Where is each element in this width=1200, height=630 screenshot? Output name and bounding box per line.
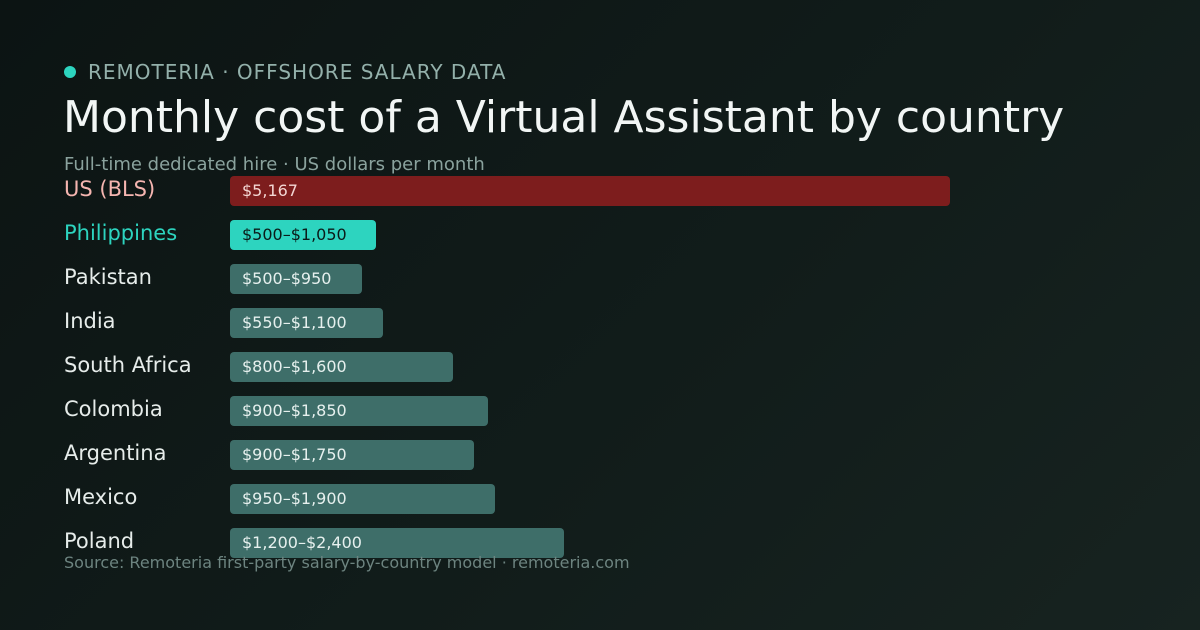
bar-us-bls: $5,167 bbox=[230, 176, 950, 206]
bar-mexico: $950–$1,900 bbox=[230, 484, 495, 514]
bar-value-label-south-africa: $800–$1,600 bbox=[242, 357, 347, 376]
bar-south-africa: $800–$1,600 bbox=[230, 352, 453, 382]
bar-value-label-poland: $1,200–$2,400 bbox=[242, 533, 362, 552]
row-label-colombia: Colombia bbox=[64, 397, 163, 421]
chart-title: Monthly cost of a Virtual Assistant by c… bbox=[63, 92, 1065, 143]
row-label-south-africa: South Africa bbox=[64, 353, 192, 377]
bar-value-label-mexico: $950–$1,900 bbox=[242, 489, 347, 508]
bar-value-label-pakistan: $500–$950 bbox=[242, 269, 332, 288]
brand-header: REMOTERIA · OFFSHORE SALARY DATA bbox=[64, 60, 506, 84]
bar-philippines: $500–$1,050 bbox=[230, 220, 377, 250]
row-label-mexico: Mexico bbox=[64, 485, 138, 509]
row-label-argentina: Argentina bbox=[64, 441, 167, 465]
source-note: Source: Remoteria first-party salary-by-… bbox=[64, 553, 630, 572]
row-label-us-bls: US (BLS) bbox=[64, 177, 156, 201]
bar-argentina: $900–$1,750 bbox=[230, 440, 474, 470]
row-label-pakistan: Pakistan bbox=[64, 265, 152, 289]
bar-pakistan: $500–$950 bbox=[230, 264, 363, 294]
bar-value-label-india: $550–$1,100 bbox=[242, 313, 347, 332]
row-label-poland: Poland bbox=[64, 529, 135, 553]
bar-poland: $1,200–$2,400 bbox=[230, 528, 565, 558]
bar-value-label-argentina: $900–$1,750 bbox=[242, 445, 347, 464]
bar-value-label-colombia: $900–$1,850 bbox=[242, 401, 347, 420]
bar-value-label-philippines: $500–$1,050 bbox=[242, 225, 347, 244]
row-label-india: India bbox=[64, 309, 116, 333]
row-label-philippines: Philippines bbox=[64, 221, 178, 245]
brand-dot-icon bbox=[64, 66, 76, 78]
bar-colombia: $900–$1,850 bbox=[230, 396, 488, 426]
bar-value-label-us-bls: $5,167 bbox=[242, 181, 298, 200]
brand-text: REMOTERIA · OFFSHORE SALARY DATA bbox=[88, 60, 507, 84]
chart-subtitle: Full-time dedicated hire · US dollars pe… bbox=[64, 154, 485, 175]
bar-india: $550–$1,100 bbox=[230, 308, 384, 338]
